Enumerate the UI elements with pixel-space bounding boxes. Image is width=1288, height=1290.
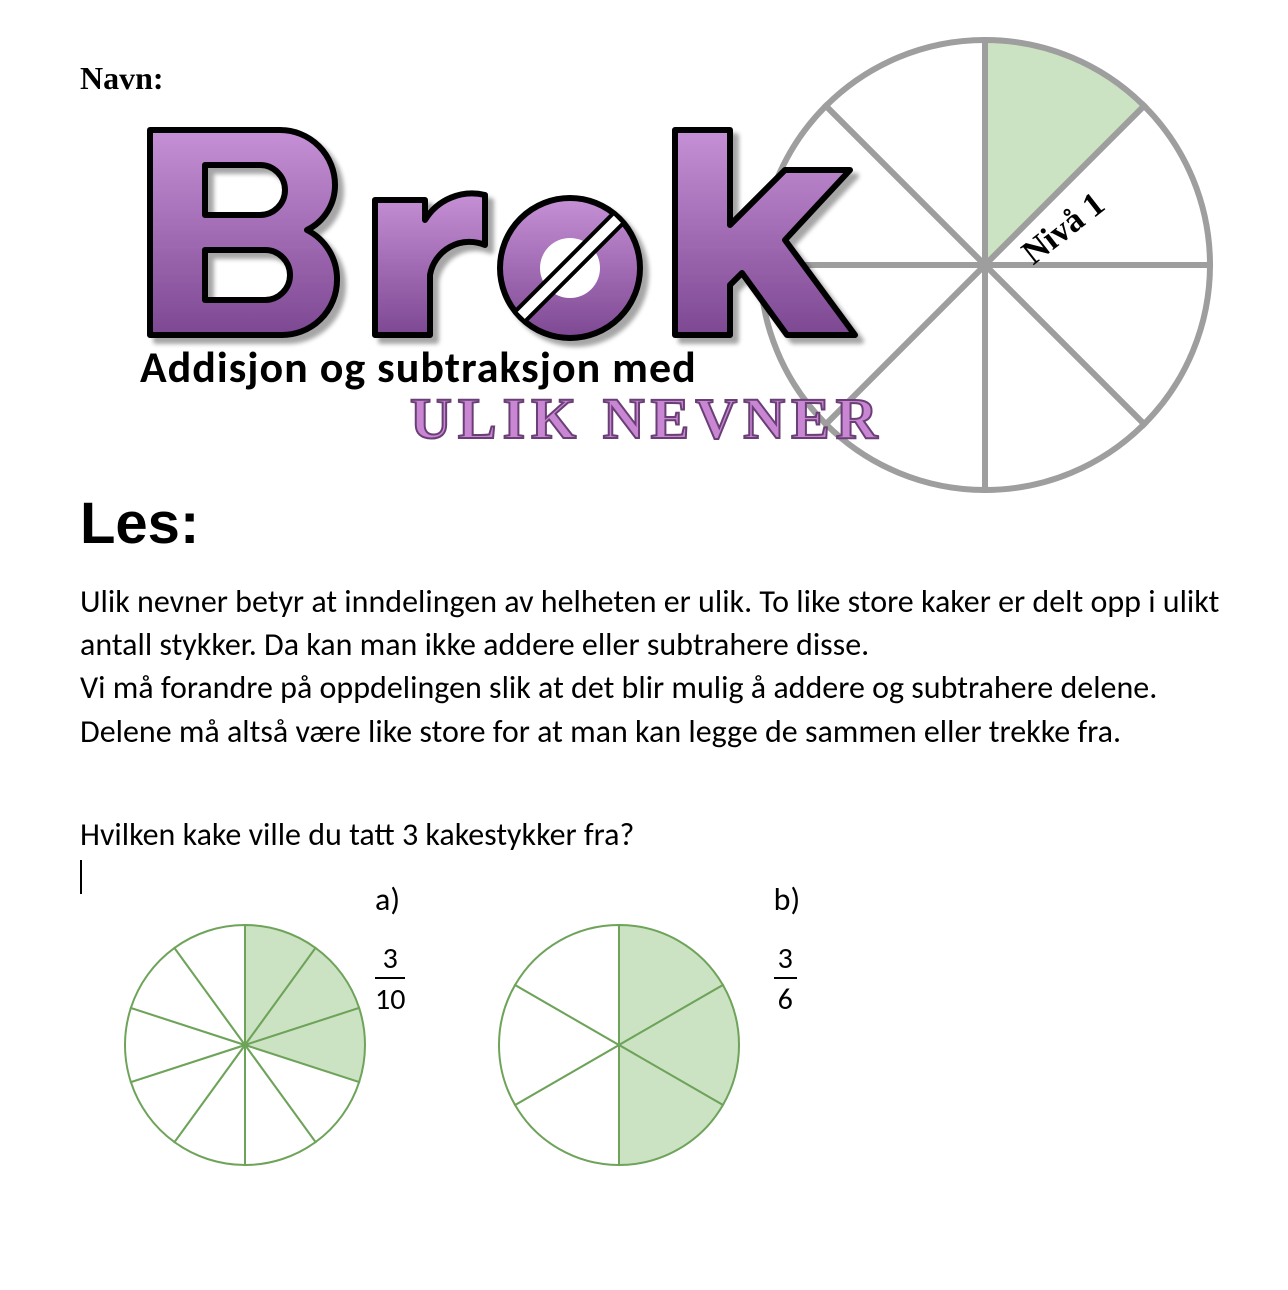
question-text: Hvilken kake ville du tatt 3 kakestykker…	[80, 815, 634, 854]
cake-b-denominator: 6	[774, 979, 797, 1018]
les-heading: Les:	[80, 490, 199, 557]
cake-b-pie	[494, 880, 744, 1170]
cake-a-denominator: 10	[375, 979, 405, 1018]
cake-a-wrap: a) 3 10	[120, 880, 370, 1175]
cake-a-numerator: 3	[375, 940, 405, 979]
explanation-paragraph: Ulik nevner betyr at inndelingen av helh…	[80, 580, 1228, 753]
cake-b-wrap: b) 3 6	[494, 880, 744, 1175]
cake-a-pie	[120, 880, 370, 1170]
brok-wordart	[130, 110, 950, 370]
text-caret	[80, 860, 82, 894]
worksheet-page: Navn: Nivå 1	[0, 0, 1288, 1290]
cake-b-fraction: 3 6	[774, 940, 797, 1018]
cake-a-fraction: 3 10	[375, 940, 405, 1018]
name-label: Navn:	[80, 60, 164, 97]
cake-b-numerator: 3	[774, 940, 797, 979]
ulik-nevner-wordart: ULIK NEVNER	[410, 385, 884, 452]
cake-b-label: b)	[774, 880, 801, 919]
hero-region: Nivå 1	[130, 110, 1230, 490]
cakes-row: a) 3 10 b) 3 6	[120, 880, 1170, 1230]
cake-a-label: a)	[375, 880, 400, 919]
